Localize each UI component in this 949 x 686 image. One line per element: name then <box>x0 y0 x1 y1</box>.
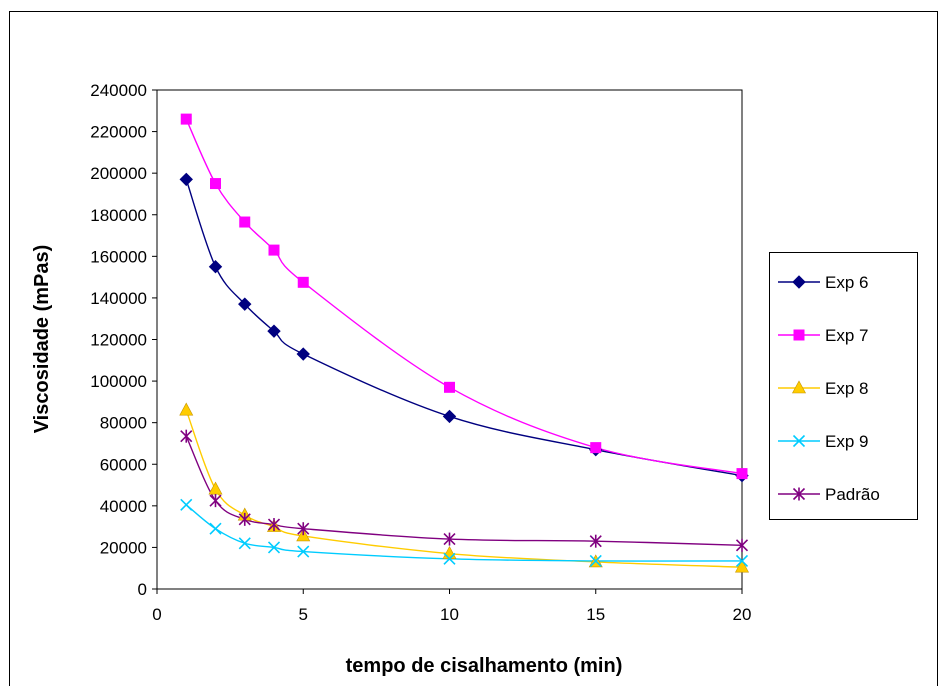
y-tick-label: 60000 <box>100 455 147 474</box>
data-point <box>238 512 251 526</box>
legend-entry: Padrão <box>778 485 880 504</box>
data-point <box>209 522 222 535</box>
data-point <box>210 178 221 190</box>
legend-label: Exp 8 <box>825 379 868 398</box>
data-point <box>735 554 749 567</box>
legend-entry: Exp 8 <box>778 379 868 398</box>
data-point <box>442 409 457 424</box>
data-point <box>589 534 602 548</box>
plot-area <box>156 89 743 590</box>
legend-label: Padrão <box>825 485 880 504</box>
y-tick-label: 180000 <box>90 206 147 225</box>
legend: Exp 6 Exp 7 Exp 8 Exp 9 Padrão <box>778 273 880 504</box>
legend-box <box>769 252 918 520</box>
data-point <box>443 532 456 546</box>
y-tick-label: 80000 <box>100 414 147 433</box>
legend-label: Exp 7 <box>825 326 868 345</box>
y-tick-label: 120000 <box>90 331 147 350</box>
series-markers <box>179 113 750 573</box>
y-tick-label: 240000 <box>90 81 147 100</box>
legend-entry: Exp 9 <box>778 432 868 451</box>
data-point <box>297 545 310 558</box>
y-tick-label: 100000 <box>90 372 147 391</box>
data-point <box>443 552 456 565</box>
data-point <box>297 522 310 536</box>
x-axis-ticks: 0 5 10 15 20 <box>152 589 751 624</box>
data-point <box>209 494 222 508</box>
data-point <box>297 276 309 288</box>
y-tick-label: 160000 <box>90 247 147 266</box>
y-tick-label: 40000 <box>100 497 147 516</box>
legend-marker <box>791 380 807 394</box>
legend-marker <box>792 487 806 501</box>
data-point <box>238 297 252 311</box>
data-point <box>590 442 602 454</box>
data-point <box>267 324 281 338</box>
data-point <box>208 260 223 274</box>
legend-label: Exp 9 <box>825 432 868 451</box>
data-point <box>736 468 748 480</box>
data-point <box>179 402 194 416</box>
x-tick-label: 10 <box>440 605 459 624</box>
y-axis-title: Viscosidade (mPas) <box>31 245 53 434</box>
x-tick-label: 0 <box>152 605 161 624</box>
data-point <box>180 429 193 443</box>
legend-marker <box>792 434 806 448</box>
legend-entry: Exp 6 <box>778 273 868 292</box>
y-axis-ticks: 0 20000 40000 60000 80000 100000 120000 140000 1… <box>90 81 157 599</box>
data-point <box>444 381 455 393</box>
legend-entry: Exp 7 <box>778 326 868 345</box>
data-point <box>179 172 193 187</box>
y-tick-label: 220000 <box>90 123 147 142</box>
legend-label: Exp 6 <box>825 273 868 292</box>
data-point <box>239 216 251 228</box>
data-point <box>296 347 310 361</box>
x-tick-label: 20 <box>733 605 752 624</box>
x-tick-label: 15 <box>586 605 605 624</box>
data-point <box>734 559 750 573</box>
legend-marker <box>792 275 806 289</box>
x-axis-title: tempo de cisalhamento (min) <box>346 655 623 677</box>
data-point <box>180 113 192 125</box>
y-tick-label: 20000 <box>100 538 147 557</box>
data-point <box>267 518 281 532</box>
data-point <box>180 498 193 511</box>
x-tick-label: 5 <box>299 605 308 624</box>
data-point <box>268 244 280 256</box>
y-tick-label: 0 <box>138 580 147 599</box>
legend-marker <box>793 329 805 341</box>
data-point <box>589 554 602 567</box>
data-point <box>267 541 281 554</box>
data-point <box>238 537 251 550</box>
y-tick-label: 140000 <box>90 289 147 308</box>
data-point <box>735 538 749 552</box>
y-tick-label: 200000 <box>90 164 147 183</box>
